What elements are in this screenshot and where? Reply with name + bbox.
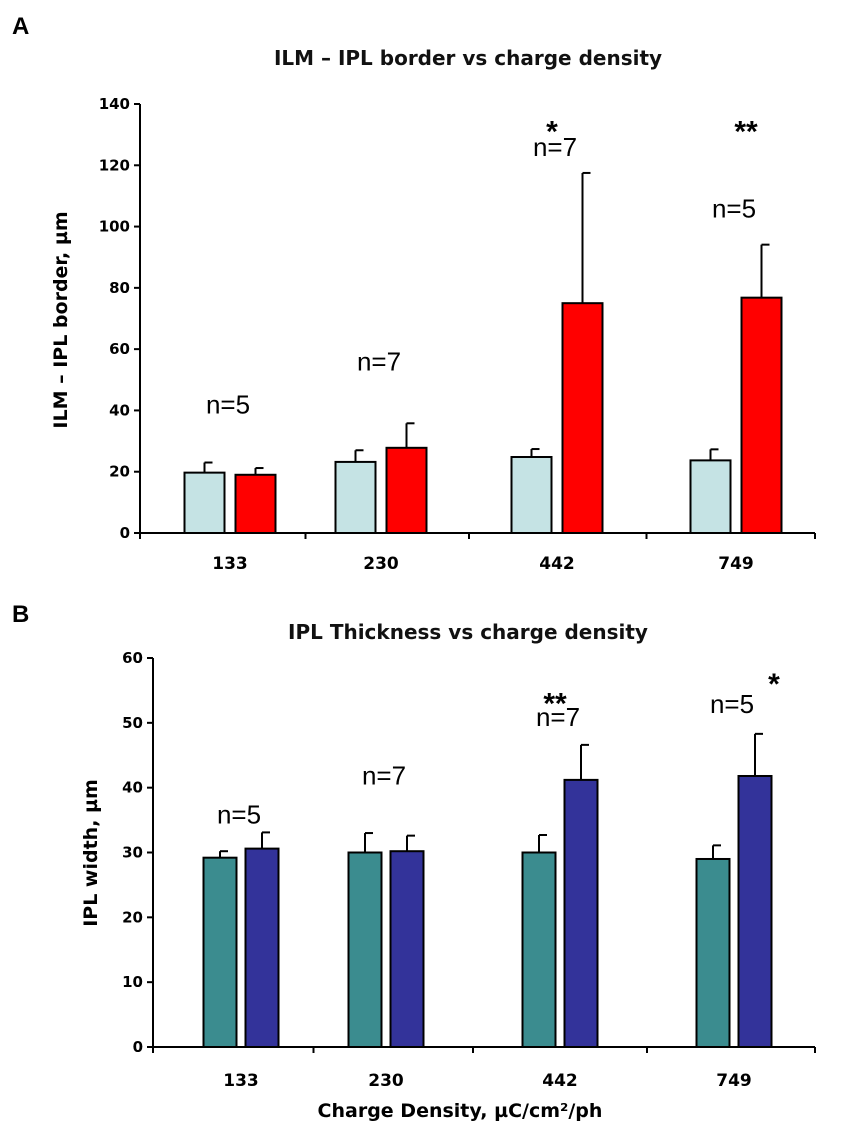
x-tick-label: 749 [716,1071,752,1091]
y-tick-label: 100 [99,218,130,236]
bar-control [689,459,732,535]
bar-treated [563,778,599,1048]
bar-control [202,856,238,1048]
y-tick-label: 50 [122,714,143,732]
bar-control [695,857,731,1048]
bar-treated [385,446,428,535]
bar-treated [389,850,425,1048]
sample-size-label: n=7 [357,347,401,377]
x-tick-label: 230 [363,554,399,574]
y-axis-label-a: ILM – IPL border, µm [50,211,72,428]
x-tick-label: 133 [223,1071,259,1091]
y-tick-label: 10 [122,973,143,991]
bar-control [347,851,383,1048]
bar-treated [234,473,277,534]
y-tick-label: 80 [109,279,130,297]
y-tick-label: 60 [122,649,143,667]
bar-control [510,456,553,534]
sample-size-label: n=7 [533,132,577,162]
significance-marker: * [546,116,558,149]
sample-size-label: n=5 [217,799,261,829]
bar-control [183,471,226,535]
significance-marker: * [768,668,780,701]
chart-a: 0 20 40 60 80 100 120 140 133 230 442 749 n=5 n=7 n=7 n… [99,95,816,574]
panel-letter-b: B [12,601,29,628]
y-tick-label: 0 [133,1038,143,1056]
bar-control [521,851,557,1048]
x-tick-label: 749 [718,554,754,574]
significance-marker: ** [734,116,758,149]
bar-treated [740,296,783,535]
chart-title-b: IPL Thickness vs charge density [288,620,648,644]
x-tick-label: 442 [539,554,575,574]
y-tick-label: 20 [122,908,143,926]
sample-size-label: n=7 [536,702,580,732]
y-tick-label: 40 [109,401,130,419]
x-tick-label: 442 [542,1071,578,1091]
sample-size-label: n=5 [712,193,756,223]
significance-marker: ** [543,687,567,720]
y-tick-label: 0 [120,524,130,542]
sample-size-label: n=5 [710,689,754,719]
y-tick-label: 60 [109,340,130,358]
y-tick-label: 40 [122,779,143,797]
x-axis-label-b: Charge Density, µC/cm²/ph [318,1100,603,1122]
y-axis-label-b: IPL width, µm [80,779,102,927]
sample-size-label: n=7 [362,760,406,790]
x-tick-label: 230 [368,1071,404,1091]
y-tick-label: 20 [109,463,130,481]
y-tick-label: 30 [122,844,143,862]
sample-size-label: n=5 [206,389,250,419]
bar-treated [737,774,773,1048]
bar-control [334,460,377,534]
x-tick-label: 133 [212,554,248,574]
panel-letter-a: A [12,13,29,40]
chart-title-a: ILM – IPL border vs charge density [274,46,662,70]
bar-treated [244,847,280,1048]
y-tick-label: 140 [99,95,130,113]
bar-treated [561,302,604,534]
y-tick-label: 120 [99,156,130,174]
